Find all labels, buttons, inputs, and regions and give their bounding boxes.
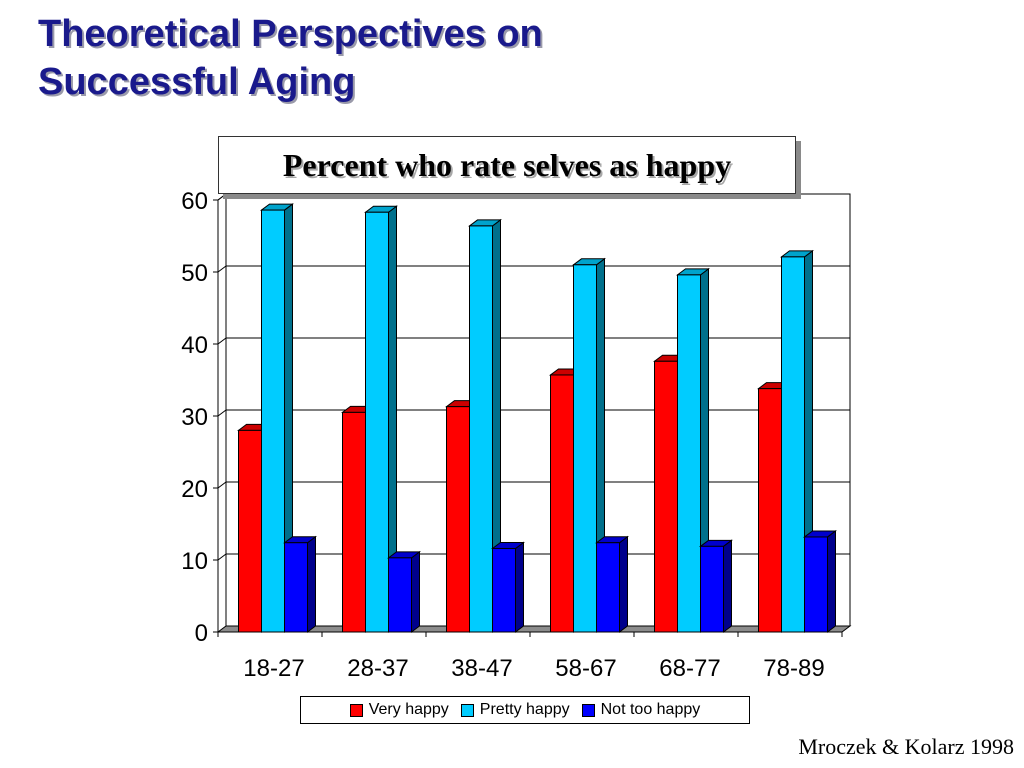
x-tick-label: 38-47 — [451, 655, 512, 682]
bar-side — [619, 535, 628, 633]
bar-side — [411, 550, 420, 633]
bar — [596, 542, 620, 633]
x-tick-label: 58-67 — [555, 655, 616, 682]
y-tick-label: 0 — [195, 620, 208, 647]
bar — [284, 542, 308, 633]
gridline-side — [217, 337, 227, 345]
bar — [700, 545, 724, 633]
x-tick-label: 28-37 — [347, 655, 408, 682]
legend-item-very-happy: Very happy — [349, 701, 449, 719]
bar — [365, 211, 389, 633]
bar — [342, 411, 366, 633]
slide-title: Theoretical Perspectives on Successful A… — [38, 10, 543, 106]
legend-item-not-too-happy: Not too happy — [581, 701, 701, 719]
slide-title-line-1: Theoretical Perspectives on — [38, 13, 543, 55]
x-tick-label: 18-27 — [243, 655, 304, 682]
bar — [573, 264, 597, 633]
chart-legend: Very happy Pretty happy Not too happy — [300, 696, 750, 724]
y-axis-top — [217, 193, 227, 201]
gridline-side — [217, 409, 227, 417]
bar — [758, 388, 782, 633]
slide-title-line-2: Successful Aging — [38, 61, 356, 103]
bar — [804, 536, 828, 633]
y-tick-label: 50 — [181, 260, 208, 287]
bar — [469, 225, 493, 633]
bar — [238, 429, 262, 633]
bar-side — [515, 541, 524, 633]
citation: Mroczek & Kolarz 1998 — [798, 734, 1014, 759]
y-tick-label: 40 — [181, 332, 208, 359]
legend-item-pretty-happy: Pretty happy — [460, 701, 570, 719]
bar — [550, 374, 574, 633]
bar — [677, 274, 701, 633]
x-tick-label: 68-77 — [659, 655, 720, 682]
legend-swatch-pretty-happy — [460, 703, 474, 717]
bar — [781, 256, 805, 633]
gridline-side — [217, 481, 227, 489]
bar-side — [307, 535, 316, 633]
legend-label-very-happy: Very happy — [368, 701, 449, 718]
chart-title-box: Percent who rate selves as happy — [218, 136, 796, 194]
legend-label-not-too-happy: Not too happy — [600, 701, 701, 718]
legend-swatch-not-too-happy — [581, 703, 595, 717]
chart-title: Percent who rate selves as happy — [282, 147, 732, 183]
gridline-side — [217, 265, 227, 273]
y-tick-label: 30 — [181, 404, 208, 431]
bar — [261, 209, 285, 633]
bar — [654, 360, 678, 633]
bar-side — [827, 529, 836, 633]
bar — [388, 557, 412, 633]
bar — [492, 547, 516, 633]
bar — [446, 406, 470, 633]
gridline-side — [217, 553, 227, 561]
y-tick-label: 10 — [181, 548, 208, 575]
bar-side — [723, 539, 732, 633]
legend-swatch-very-happy — [349, 703, 363, 717]
legend-label-pretty-happy: Pretty happy — [479, 701, 570, 718]
y-tick-label: 60 — [181, 188, 208, 215]
y-tick-label: 20 — [181, 476, 208, 503]
x-tick-label: 78-89 — [763, 655, 824, 682]
